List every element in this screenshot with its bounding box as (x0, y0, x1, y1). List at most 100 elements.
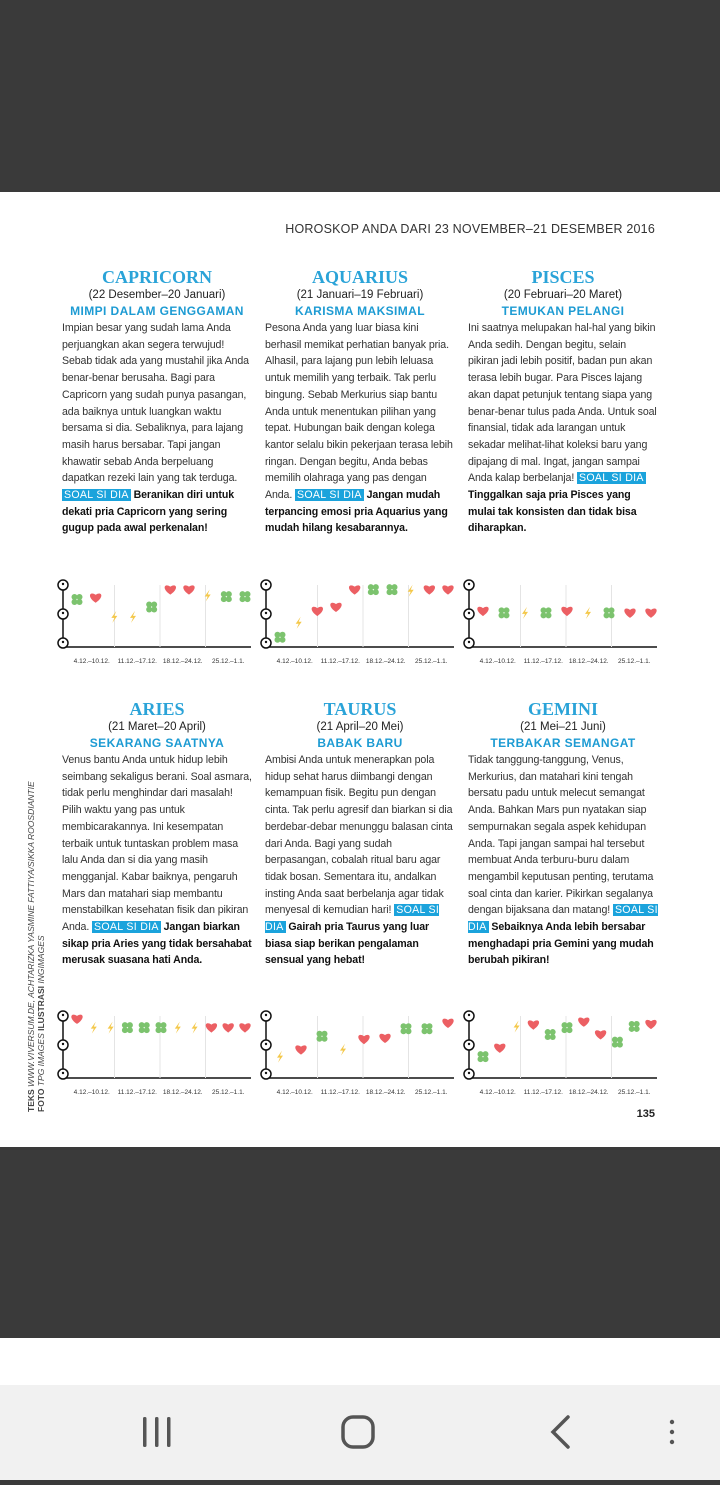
clover-icon (603, 612, 610, 619)
clover-icon (503, 607, 510, 614)
sign-column: TAURUS (21 April–20 Mei) BABAK BARU Ambisi … (265, 699, 455, 969)
heart-icon (348, 585, 361, 595)
body-text: Tidak tanggung-tanggung, Venus, Merkuriu… (468, 754, 654, 917)
clover-icon (386, 584, 393, 591)
clover-icon (477, 1056, 484, 1063)
recent-apps-button[interactable] (143, 1417, 171, 1447)
clover-icon (628, 1020, 635, 1027)
clover-icon (498, 607, 505, 614)
clover-icon (611, 1041, 618, 1048)
clover-icon (400, 1028, 407, 1035)
week-label: 4.12.–10.12. (74, 1089, 110, 1096)
tip-text: Sebaiknya Anda lebih bersabar menghadapi… (468, 921, 654, 967)
clover-icon (274, 636, 281, 643)
week-label: 4.12.–10.12. (74, 658, 110, 665)
clover-icon (316, 1035, 323, 1042)
clover-icon (244, 596, 251, 603)
clover-icon (540, 607, 547, 614)
week-label: 25.12.–1.1. (212, 658, 245, 665)
week-label: 11.12.–17.12. (321, 658, 360, 665)
mood-face-eyes (264, 1013, 268, 1017)
week-label: 11.12.–17.12. (524, 658, 563, 665)
heart-icon (527, 1020, 540, 1030)
navigation-bar (0, 1385, 720, 1480)
heart-icon (311, 606, 324, 617)
sign-name: TAURUS (323, 699, 397, 719)
mood-face-eyes (467, 1013, 471, 1017)
back-button[interactable] (550, 1415, 570, 1449)
body-text: Impian besar yang sudah lama Anda perjua… (62, 322, 249, 485)
mood-face-eyes (61, 1042, 65, 1046)
clover-icon (391, 589, 398, 596)
clover-icon (160, 1022, 167, 1029)
heart-icon (222, 1023, 234, 1033)
bolt-icon (130, 610, 136, 623)
week-label: 11.12.–17.12. (118, 1089, 157, 1096)
sign-body: Ini saatnya melupakan hal-hal yang bikin… (468, 320, 658, 537)
home-button[interactable] (341, 1415, 375, 1449)
bolt-icon (407, 584, 414, 597)
sign-dates: (21 April–20 Mei) (316, 721, 404, 733)
clover-icon (146, 601, 153, 608)
body-text: Ini saatnya melupakan hal-hal yang bikin… (468, 322, 657, 485)
week-label: 18.12.–24.12. (366, 658, 406, 665)
tip-text: Beranikan diri untuk dekati pria Caprico… (62, 489, 235, 535)
clover-icon (608, 612, 615, 619)
heart-icon (358, 1034, 370, 1045)
clover-icon (160, 1027, 167, 1034)
clover-icon (321, 1030, 328, 1037)
week-label: 4.12.–10.12. (480, 658, 516, 665)
tip-text: Jangan mudah terpancing emosi pria Aquar… (265, 489, 448, 535)
heart-icon (183, 585, 195, 595)
bolt-icon (191, 1021, 198, 1034)
heart-icon (477, 606, 489, 617)
sign-name: AQUARIUS (311, 267, 408, 287)
body-text: Ambisi Anda untuk menerapkan pola hidup … (265, 754, 453, 917)
mood-face-eyes (264, 611, 268, 615)
clover-icon (421, 1023, 428, 1030)
clover-icon (367, 589, 374, 596)
menu-button[interactable] (669, 1419, 675, 1445)
clover-icon (498, 612, 505, 619)
clover-icon (121, 1027, 128, 1034)
week-label: 18.12.–24.12. (163, 658, 203, 665)
bolt-icon (204, 589, 211, 602)
nav-icons (143, 1415, 675, 1449)
clover-icon (138, 1027, 145, 1034)
credit-label: TEKS (26, 1089, 36, 1112)
week-label: 4.12.–10.12. (277, 1089, 313, 1096)
sign-name: CAPRICORN (102, 267, 212, 287)
bolt-icon (295, 616, 302, 629)
tip-label: SOAL SI DIA (62, 489, 131, 502)
clover-icon (633, 1025, 640, 1032)
clover-icon (151, 601, 158, 608)
sign-column: GEMINI (21 Mei–21 Juni) TERBAKAR SEMANGAT T… (468, 699, 658, 969)
clover-icon (544, 1029, 551, 1036)
sign-body: Pesona Anda yang luar biasa kini berhasi… (265, 320, 455, 537)
clover-icon (71, 599, 78, 605)
sign-subtitle: TEMUKAN PELANGI (501, 304, 625, 318)
credit-label: FOTO (36, 1088, 46, 1112)
clover-icon (71, 594, 78, 600)
credit-label: ILUSTRASI (36, 986, 46, 1031)
sign-subtitle: KARISMA MAKSIMAL (295, 304, 425, 318)
clover-icon (566, 1022, 573, 1029)
clover-icon (316, 1030, 323, 1037)
heart-icon (295, 1045, 307, 1055)
clover-icon (121, 1022, 128, 1029)
credit-text: WWW.VIVERSUM.DE, ACHTARIZKA YASMINE FATT… (26, 781, 36, 1087)
clover-icon (477, 1051, 484, 1058)
week-label: 25.12.–1.1. (415, 1089, 448, 1096)
mood-face-eyes (467, 640, 471, 644)
mood-chart: 4.12.–10.12. 11.12.–17.12. 18.12.–24.12. 25… (463, 1010, 657, 1096)
sign-body: Impian besar yang sudah lama Anda perjua… (62, 320, 252, 537)
sign-subtitle: BABAK BARU (317, 736, 403, 750)
clover-icon (545, 607, 552, 614)
tip-label: SOAL SI DIA (295, 489, 364, 502)
header-title: HOROSKOP ANDA DARI 23 NOVEMBER–21 DESEMB… (285, 222, 655, 236)
tip-label: SOAL SI DIA (92, 921, 161, 934)
mood-face-eyes (467, 1071, 471, 1075)
heart-icon (578, 1017, 590, 1027)
heart-icon (561, 606, 573, 617)
heart-icon (494, 1043, 506, 1053)
